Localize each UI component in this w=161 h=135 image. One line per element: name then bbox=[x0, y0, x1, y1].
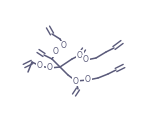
Text: O: O bbox=[47, 63, 53, 72]
Text: O: O bbox=[77, 50, 83, 60]
Text: O: O bbox=[83, 55, 89, 65]
Text: O: O bbox=[53, 48, 59, 57]
Text: O: O bbox=[85, 75, 91, 85]
Text: O: O bbox=[37, 62, 43, 70]
Text: O: O bbox=[61, 41, 67, 50]
Text: O: O bbox=[73, 77, 79, 85]
